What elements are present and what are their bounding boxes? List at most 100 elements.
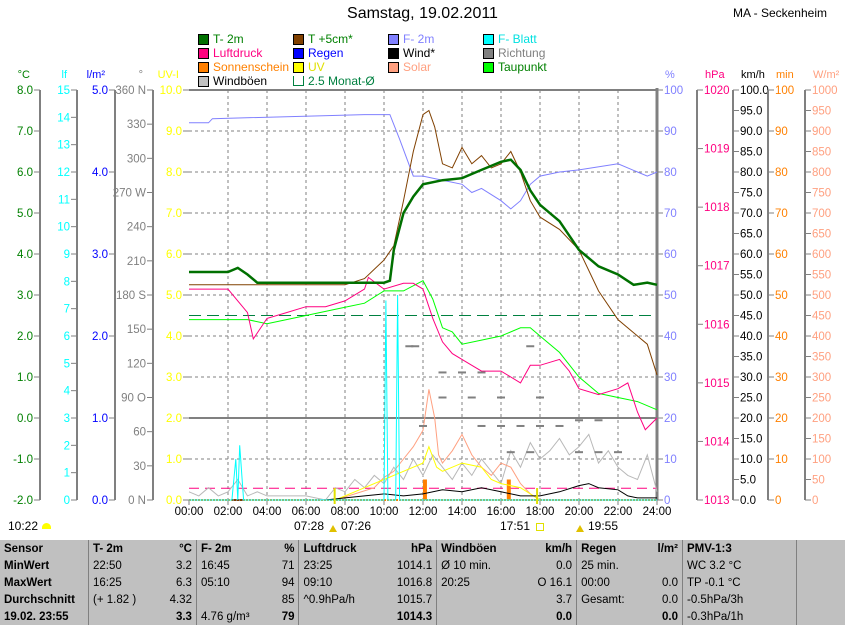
tick-label-dir: 180 S (116, 290, 146, 302)
tick-label-leaf: 5 (64, 358, 70, 370)
stats-cell: 4.76 g/m³ (196, 608, 271, 625)
tick-label-dir: 0 N (128, 495, 146, 507)
tick-label-temp: 1.0 (17, 372, 33, 384)
col-windboeen: Windböen (437, 539, 521, 557)
tick-label-wind: 80.0 (740, 167, 762, 179)
stats-cell: 1014.1 (379, 557, 436, 574)
tick-label-dir: 30 (133, 461, 146, 473)
stats-cell-empty (797, 591, 845, 608)
tick-label-wind: 50.0 (740, 290, 762, 302)
tick-label-uv: 6.0 (166, 249, 182, 261)
tick-label-uv: 5.0 (166, 290, 182, 302)
tick-label-sun: 80 (775, 167, 788, 179)
axis-unit-uv: UV-I (158, 69, 179, 81)
tick-label-solar: 200 (812, 413, 831, 425)
richtung-point (478, 371, 486, 373)
weather-chart: °C-2.0-1.00.01.02.03.04.05.06.07.08.0lf0… (0, 0, 845, 538)
stats-cell (299, 608, 379, 625)
sunset-time: 17:51 (500, 520, 530, 533)
tick-label-hum: 80 (664, 167, 677, 179)
stats-header-row: Sensor T- 2m °C F- 2m % Luftdruck hPa Wi… (0, 539, 845, 557)
stats-cell: -0.3hPa/1h (683, 608, 797, 625)
tick-label-temp: 2.0 (17, 331, 33, 343)
tick-label-dir: 330 (127, 119, 146, 131)
stats-cell: 25 min. (577, 557, 645, 574)
tick-label-dir: 60 (133, 427, 146, 439)
stats-cell: 3.3 (156, 608, 196, 625)
richtung-point (478, 425, 486, 427)
tick-label-sun: 70 (775, 208, 788, 220)
stats-cell: 00:00 (577, 574, 645, 591)
tick-label-leaf: 2 (64, 440, 70, 452)
richtung-point (595, 419, 603, 421)
stats-row-label: Durchschnitt (0, 591, 89, 608)
tick-label-wind: 85.0 (740, 147, 762, 159)
stats-cell-empty (797, 608, 845, 625)
tick-label-wind: 45.0 (740, 311, 762, 323)
stats-cell (196, 591, 271, 608)
richtung-point (411, 345, 419, 347)
tick-label-wind: 100.0 (740, 85, 769, 97)
tick-label-leaf: 9 (64, 249, 70, 261)
tick-label-temp: -2.0 (13, 495, 33, 507)
stats-cell: 16:45 (196, 557, 271, 574)
col-t2m-unit: °C (156, 539, 196, 557)
stats-cell: 3.7 (520, 591, 576, 608)
tick-label-solar: 350 (812, 352, 831, 364)
tick-label-sun: 100 (775, 85, 794, 97)
tick-label-wind: 10.0 (740, 454, 762, 466)
tick-label-solar: 1000 (812, 85, 838, 97)
tick-label-sun: 60 (775, 249, 788, 261)
sunrise-time-2: 07:26 (341, 520, 371, 533)
stats-cell: WC 3.2 °C (683, 557, 797, 574)
x-tick-label: 00:00 (175, 506, 204, 518)
stats-cell: 20:25 (437, 574, 521, 591)
stats-cell: Gesamt: (577, 591, 645, 608)
stats-table: Sensor T- 2m °C F- 2m % Luftdruck hPa Wi… (0, 538, 845, 625)
tick-label-rain: 1.0 (92, 413, 108, 425)
tick-label-wind: 90.0 (740, 126, 762, 138)
tick-label-solar: 800 (812, 167, 831, 179)
tick-label-rain: 0.0 (92, 495, 108, 507)
stats-cell: (+ 1.82 ) (89, 591, 157, 608)
axis-unit-dir: ° (139, 69, 143, 81)
tick-label-sun: 30 (775, 372, 788, 384)
col-sensor: Sensor (0, 539, 89, 557)
x-tick-label: 02:00 (214, 506, 243, 518)
tick-label-dir: 210 (127, 256, 146, 268)
tick-label-rain: 5.0 (92, 85, 108, 97)
tick-label-wind: 65.0 (740, 229, 762, 241)
current-time: 10:22 (8, 520, 38, 533)
tick-label-hum: 50 (664, 290, 677, 302)
richtung-point (497, 425, 505, 427)
tick-label-solar: 750 (812, 188, 831, 200)
tick-label-solar: 400 (812, 331, 831, 343)
tick-label-temp: 0.0 (17, 413, 33, 425)
col-regen-unit: l/m² (645, 539, 683, 557)
tick-label-leaf: 13 (57, 140, 70, 152)
tick-label-leaf: 4 (64, 386, 71, 398)
stats-cell: 23:25 (299, 557, 379, 574)
richtung-point (458, 371, 466, 373)
tick-label-temp: -1.0 (13, 454, 33, 466)
tick-label-wind: 25.0 (740, 393, 762, 405)
x-tick-label: 16:00 (487, 506, 516, 518)
stats-cell (577, 608, 645, 625)
tick-label-leaf: 15 (57, 85, 70, 97)
tick-label-solar: 100 (812, 454, 831, 466)
x-tick-label: 14:00 (448, 506, 477, 518)
tick-label-uv: 9.0 (166, 126, 182, 138)
tick-label-rain: 4.0 (92, 167, 108, 179)
tick-label-leaf: 14 (57, 112, 70, 124)
tick-label-solar: 950 (812, 106, 831, 118)
tick-label-temp: 4.0 (17, 249, 33, 261)
x-tick-label: 10:00 (370, 506, 399, 518)
tick-label-hum: 10 (664, 454, 677, 466)
tick-label-leaf: 7 (64, 304, 70, 316)
tick-label-wind: 15.0 (740, 434, 762, 446)
tick-label-hum: 20 (664, 413, 677, 425)
x-tick-label: 12:00 (409, 506, 438, 518)
col-luftdruck: Luftdruck (299, 539, 379, 557)
